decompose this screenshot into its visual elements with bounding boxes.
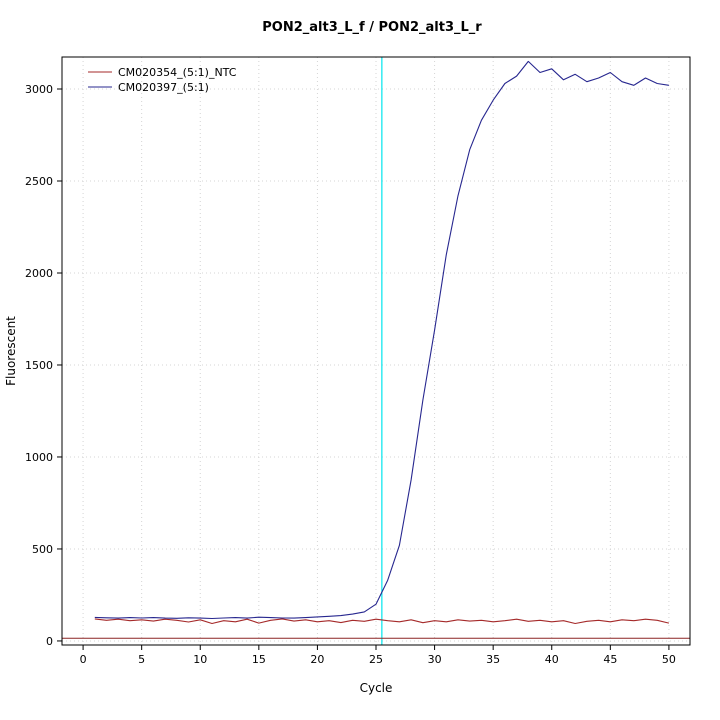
x-tick-label: 20 [310, 653, 324, 666]
x-tick-label: 0 [80, 653, 87, 666]
chart-title: PON2_alt3_L_f / PON2_alt3_L_r [262, 20, 482, 35]
plot-series [62, 60, 690, 639]
series-line-0 [94, 618, 670, 625]
y-tick-label: 1000 [25, 451, 53, 464]
x-tick-label: 35 [486, 653, 500, 666]
x-tick-label: 30 [428, 653, 442, 666]
series-line-1 [94, 60, 669, 620]
x-tick-label: 15 [252, 653, 266, 666]
y-tick-label: 2000 [25, 267, 53, 280]
y-tick-label: 500 [32, 543, 53, 556]
plot-frame [61, 56, 691, 646]
y-tick-label: 0 [46, 635, 53, 648]
gridlines [62, 57, 690, 645]
x-tick-label: 10 [193, 653, 207, 666]
legend-label-ntc: CM020354_(5:1)_NTC [118, 66, 237, 79]
x-axis-label: Cycle [360, 681, 393, 695]
y-tick-label: 3000 [25, 83, 53, 96]
x-tick-label: 25 [369, 653, 383, 666]
x-tick-label: 40 [545, 653, 559, 666]
y-axis-label: Fluorescent [4, 316, 18, 386]
x-tick-label: 45 [603, 653, 617, 666]
legend-label-sample: CM020397_(5:1) [118, 81, 209, 94]
y-tick-label: 2500 [25, 175, 53, 188]
legend: CM020354_(5:1)_NTC CM020397_(5:1) [88, 66, 237, 94]
axis-ticks: 0 5 10 15 20 25 30 35 40 45 5005001000150020002500… [25, 83, 676, 666]
x-tick-label: 5 [138, 653, 145, 666]
y-tick-label: 1500 [25, 359, 53, 372]
x-tick-label: 50 [662, 653, 676, 666]
